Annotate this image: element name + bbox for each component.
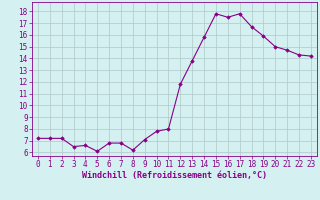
X-axis label: Windchill (Refroidissement éolien,°C): Windchill (Refroidissement éolien,°C) bbox=[82, 171, 267, 180]
